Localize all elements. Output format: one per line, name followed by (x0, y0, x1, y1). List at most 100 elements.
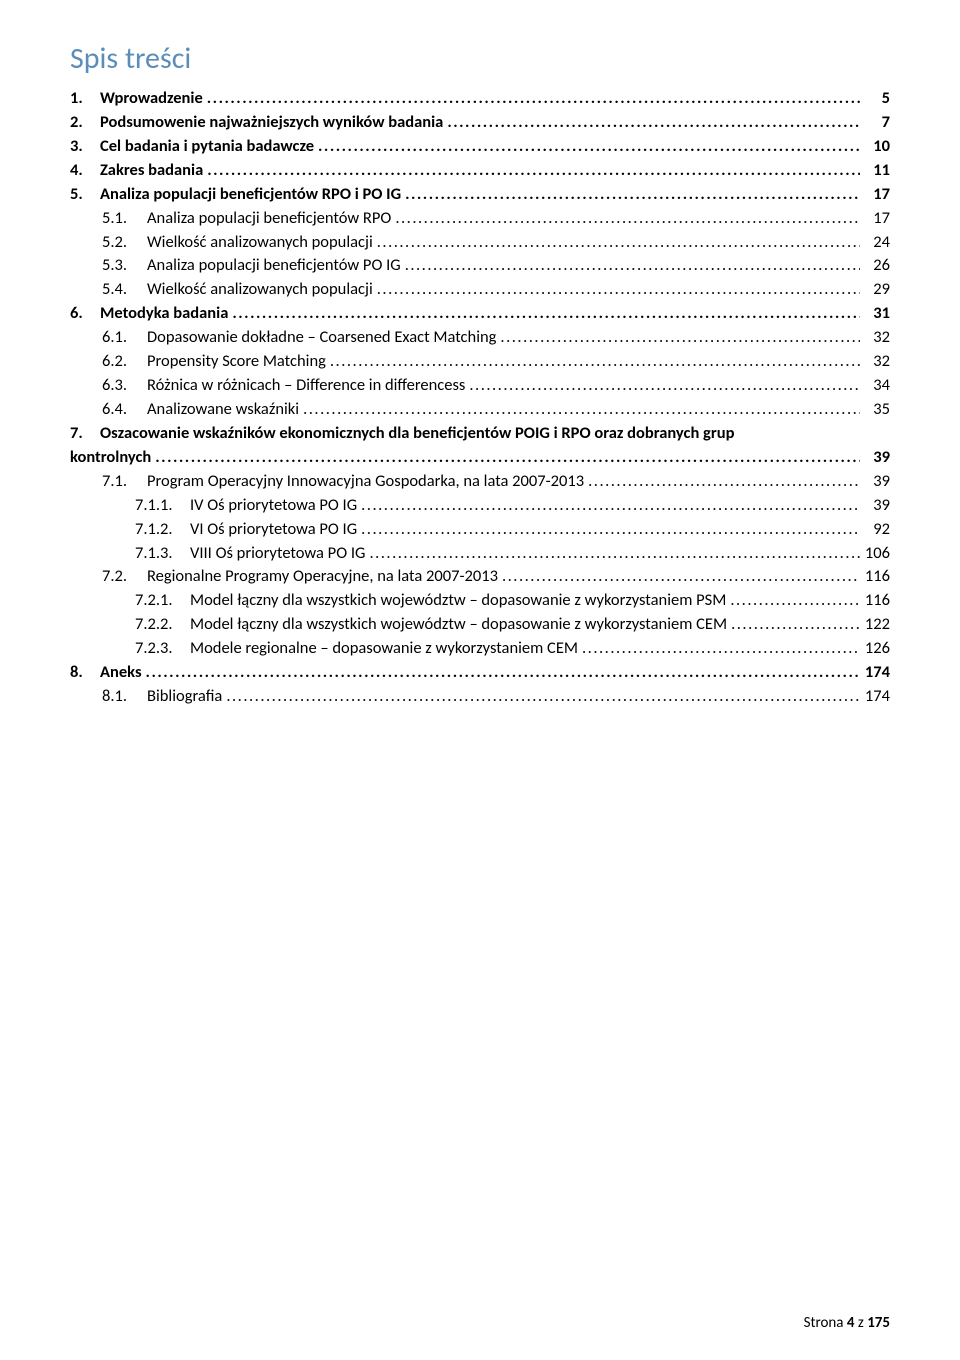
toc-page: 39 (860, 494, 890, 518)
toc-page: 106 (860, 542, 890, 566)
toc-text: Wielkość analizowanych populacji (147, 231, 373, 255)
toc-number: 2. (70, 111, 100, 135)
toc-page: 32 (860, 326, 890, 350)
toc-number: 3. (70, 135, 100, 159)
toc-row: 7.2.Regionalne Programy Operacyjne, na l… (70, 565, 890, 589)
toc-number: 5. (70, 183, 100, 207)
toc-number: 5.1. (102, 207, 147, 231)
toc-row: 8.1.Bibliografia 174 (70, 685, 890, 709)
toc-row: 1.Wprowadzenie5 (70, 87, 890, 111)
toc-row: 5.Analiza populacji beneficjentów RPO i … (70, 183, 890, 207)
toc-text: Bibliografia (147, 685, 222, 709)
toc-row: 7.1.1.IV Oś priorytetowa PO IG 39 (70, 494, 890, 518)
toc-leader (314, 135, 860, 159)
toc-leader (373, 278, 860, 302)
toc-page: 122 (860, 613, 890, 637)
toc-number: 7.1.3. (135, 542, 190, 566)
toc-row: 6.2.Propensity Score Matching32 (70, 350, 890, 374)
toc-text: Podsumowenie najważniejszych wyników bad… (100, 111, 443, 135)
toc-leader (465, 374, 860, 398)
toc-text: Analiza populacji beneficjentów PO IG (147, 254, 401, 278)
toc-page: 17 (860, 183, 890, 207)
toc-row: 3.Cel badania i pytania badawcze10 (70, 135, 890, 159)
toc-leader (222, 685, 860, 709)
toc-page: 92 (860, 518, 890, 542)
toc-text: Wielkość analizowanych populacji (147, 278, 373, 302)
toc-text: Zakres badania (100, 159, 203, 183)
toc-row: 6.4.Analizowane wskaźniki 35 (70, 398, 890, 422)
toc-text: Modele regionalne – dopasowanie z wykorz… (190, 637, 578, 661)
toc-leader (584, 470, 860, 494)
toc-text: Regionalne Programy Operacyjne, na lata … (147, 565, 498, 589)
toc-page: 116 (860, 589, 890, 613)
toc-row: 6.3.Różnica w różnicach – Difference in … (70, 374, 890, 398)
toc-page: 34 (860, 374, 890, 398)
toc-text: Model łączny dla wszystkich województw –… (190, 613, 727, 637)
footer-total: 175 (867, 1314, 890, 1332)
toc-text: Propensity Score Matching (147, 350, 326, 374)
toc-row: kontrolnych39 (70, 446, 890, 470)
toc-number: 7.1.1. (135, 494, 190, 518)
toc-number: 4. (70, 159, 100, 183)
toc-number: 5.4. (102, 278, 147, 302)
toc-row: 7.1.3.VIII Oś priorytetowa PO IG 106 (70, 542, 890, 566)
toc-leader (727, 613, 860, 637)
toc-leader (357, 494, 860, 518)
toc-text: Cel badania i pytania badawcze (100, 135, 314, 159)
toc-text: Program Operacyjny Innowacyjna Gospodark… (147, 470, 584, 494)
toc-page: 39 (860, 470, 890, 494)
toc-row: 5.1.Analiza populacji beneficjentów RPO1… (70, 207, 890, 231)
toc-leader (578, 637, 860, 661)
toc-leader (391, 207, 860, 231)
toc-text: Analizowane wskaźniki (147, 398, 299, 422)
toc-number: 7.2.2. (135, 613, 190, 637)
toc-page: 17 (860, 207, 890, 231)
toc-page: 26 (860, 254, 890, 278)
toc-number: 6.4. (102, 398, 147, 422)
toc-page: 24 (860, 231, 890, 255)
toc-text: Różnica w różnicach – Difference in diff… (147, 374, 465, 398)
footer-prefix: Strona (804, 1314, 847, 1332)
toc-page: 116 (860, 565, 890, 589)
toc-row: 7.2.1.Model łączny dla wszystkich wojewó… (70, 589, 890, 613)
toc-text: Aneks (100, 661, 142, 685)
toc-row: 7.1.2.VI Oś priorytetowa PO IG 92 (70, 518, 890, 542)
toc-page: 31 (860, 302, 890, 326)
toc-number: 7.2. (102, 565, 147, 589)
toc-number: 5.3. (102, 254, 147, 278)
toc-leader (496, 326, 860, 350)
toc-text: VIII Oś priorytetowa PO IG (190, 542, 365, 566)
toc-leader (498, 565, 860, 589)
toc-leader (228, 302, 860, 326)
toc-text: Analiza populacji beneficjentów RPO i PO… (100, 183, 401, 207)
toc-row: 2.Podsumowenie najważniejszych wyników b… (70, 111, 890, 135)
toc-text: VI Oś priorytetowa PO IG (190, 518, 357, 542)
toc-text: Dopasowanie dokładne – Coarsened Exact M… (147, 326, 496, 350)
toc-number: 6.1. (102, 326, 147, 350)
toc-text: Metodyka badania (100, 302, 228, 326)
toc-leader (142, 661, 860, 685)
toc-leader (357, 518, 860, 542)
toc-number: 8.1. (102, 685, 147, 709)
toc-page: 11 (860, 159, 890, 183)
toc-row: 6.1.Dopasowanie dokładne – Coarsened Exa… (70, 326, 890, 350)
toc-number: 6.3. (102, 374, 147, 398)
toc-leader (203, 159, 860, 183)
toc-number: 7.1. (102, 470, 147, 494)
toc-text: Model łączny dla wszystkich województw –… (190, 589, 726, 613)
toc-text: Oszacowanie wskaźników ekonomicznych dla… (100, 422, 734, 446)
toc-page: 126 (860, 637, 890, 661)
toc-number: 6. (70, 302, 100, 326)
toc-number: 7.1.2. (135, 518, 190, 542)
toc-page: 174 (860, 685, 890, 709)
toc-number: 7. (70, 422, 100, 446)
toc-page: 29 (860, 278, 890, 302)
toc-page: 35 (860, 398, 890, 422)
toc-leader (365, 542, 860, 566)
toc-row: 7.2.3.Modele regionalne – dopasowanie z … (70, 637, 890, 661)
toc-text: IV Oś priorytetowa PO IG (190, 494, 357, 518)
toc-row: 7.Oszacowanie wskaźników ekonomicznych d… (70, 422, 890, 446)
toc-leader (326, 350, 860, 374)
toc-number: 5.2. (102, 231, 147, 255)
toc-number: 1. (70, 87, 100, 111)
